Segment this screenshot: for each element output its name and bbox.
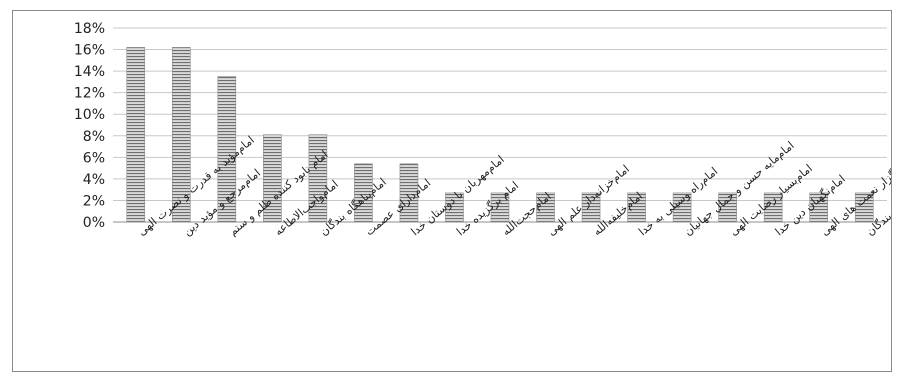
y-tick-label: 14%	[74, 64, 105, 80]
y-tick-label: 18%	[74, 21, 105, 37]
y-tick-label: 12%	[74, 86, 105, 102]
y-tick-label: 4%	[83, 172, 105, 188]
bar	[126, 47, 146, 223]
bar-chart: 0% 2% 4% 6% 8% 10% 12% 14% 16% 18% امام‌مؤید به ق…	[74, 21, 891, 238]
x-tick-label: امام‌راه وسیلی به خدا	[636, 165, 720, 239]
bars	[126, 47, 874, 223]
y-tick-label: 10%	[74, 107, 105, 123]
y-tick-label: 6%	[83, 150, 105, 166]
y-tick-label: 2%	[83, 193, 105, 209]
gridlines	[113, 27, 887, 201]
y-tick-labels: 0% 2% 4% 6% 8% 10% 12% 14% 16% 18%	[74, 21, 105, 231]
y-tick-label: 0%	[83, 215, 105, 231]
chart-frame: 0% 2% 4% 6% 8% 10% 12% 14% 16% 18% امام‌مؤید به ق…	[12, 10, 892, 372]
y-tick-label: 16%	[74, 43, 105, 59]
y-tick-label: 8%	[83, 129, 105, 145]
